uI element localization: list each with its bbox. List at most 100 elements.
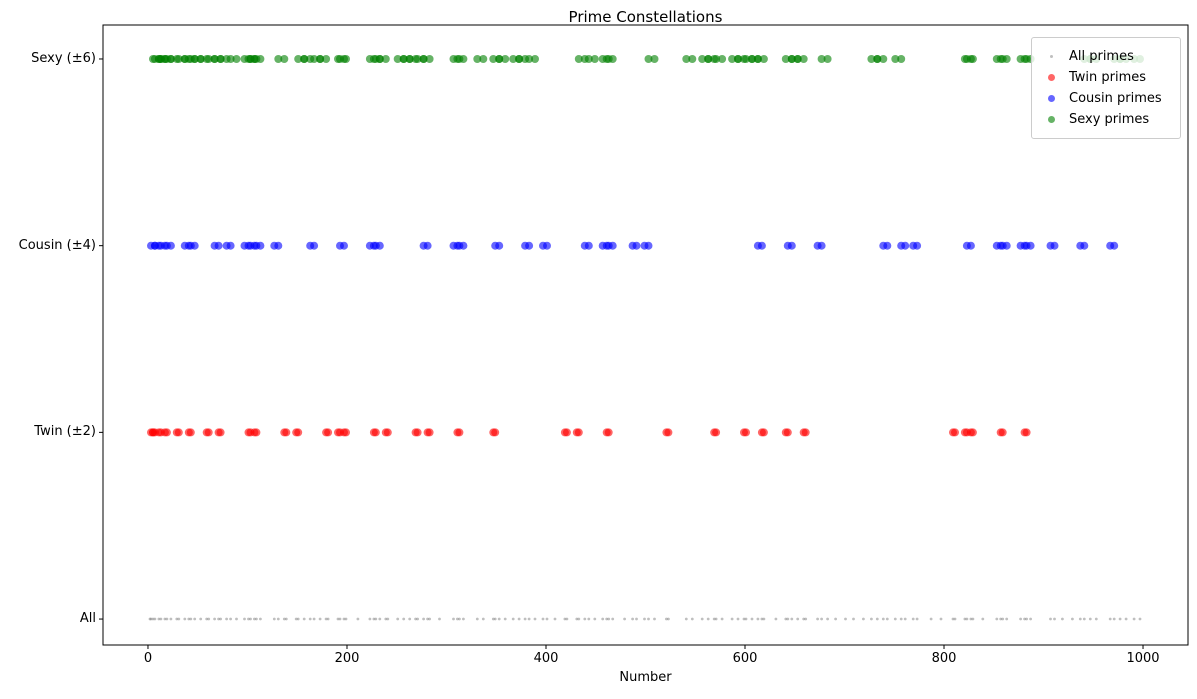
all-primes-dot bbox=[605, 617, 609, 621]
twin-primes-dot bbox=[1022, 428, 1031, 437]
sexy-primes-dot bbox=[501, 55, 510, 63]
all-primes-dot bbox=[750, 617, 754, 621]
all-primes-dot bbox=[1071, 617, 1074, 621]
all-primes-dot bbox=[939, 617, 943, 621]
all-primes-dot bbox=[786, 617, 790, 621]
sexy-primes-dot bbox=[342, 55, 350, 63]
x-axis-label: Number bbox=[619, 670, 672, 685]
twin-primes-dot bbox=[664, 428, 673, 437]
all-primes-dot bbox=[736, 617, 740, 621]
legend-label: Sexy primes bbox=[1069, 112, 1150, 127]
all-primes-dot bbox=[583, 617, 587, 621]
legend-entry: Twin primes bbox=[1040, 67, 1170, 88]
sexy-primes-dot bbox=[256, 55, 265, 63]
all-primes-dot bbox=[852, 617, 855, 621]
sexy-primes-dot bbox=[584, 55, 593, 63]
twin-primes-dot bbox=[455, 428, 464, 437]
all-primes-dot bbox=[730, 617, 734, 621]
cousin-primes-dot bbox=[1080, 241, 1089, 250]
all-primes-dot bbox=[249, 617, 252, 621]
sexy-primes-dot bbox=[608, 55, 617, 63]
sexy-primes-dot bbox=[515, 55, 524, 63]
sexy-primes-dot bbox=[525, 55, 534, 63]
all-primes-dot bbox=[577, 617, 581, 621]
cousin-primes-dot bbox=[901, 241, 910, 250]
twin-primes-dot bbox=[759, 428, 768, 437]
legend-marker-icon bbox=[1048, 74, 1055, 81]
cousin-primes-dot bbox=[310, 241, 319, 250]
all-primes-dot bbox=[235, 617, 238, 621]
twin-primes-dot bbox=[562, 428, 571, 437]
twin-primes-dot bbox=[162, 428, 171, 437]
cousin-primes-dot bbox=[166, 241, 175, 250]
all-primes-dot bbox=[422, 617, 425, 621]
twin-primes-dot bbox=[204, 428, 213, 437]
all-primes-dot bbox=[462, 617, 465, 621]
sexy-primes-dot bbox=[294, 55, 303, 63]
legend-entry: Cousin primes bbox=[1040, 88, 1170, 109]
sexy-primes-dot bbox=[817, 55, 826, 63]
all-primes-dot bbox=[885, 617, 889, 621]
all-primes-dot bbox=[553, 617, 557, 621]
cousin-primes-dot bbox=[817, 241, 826, 250]
all-primes-dot bbox=[804, 617, 808, 621]
cousin-primes-dot bbox=[459, 241, 468, 250]
sexy-primes-dot bbox=[753, 55, 762, 63]
legend-marker-icon bbox=[1048, 116, 1055, 123]
chart-title: Prime Constellations bbox=[568, 8, 723, 26]
all-primes-dot bbox=[284, 617, 288, 621]
all-primes-dot bbox=[742, 617, 746, 621]
legend-entry: All primes bbox=[1040, 46, 1170, 67]
sexy-primes-dot bbox=[375, 55, 384, 63]
cousin-primes-dot bbox=[757, 241, 766, 250]
all-primes-dot bbox=[631, 617, 634, 621]
all-primes-dot bbox=[784, 617, 788, 621]
all-primes-dot bbox=[165, 617, 169, 621]
all-primes-dot bbox=[149, 617, 153, 621]
all-primes-dot bbox=[481, 617, 485, 621]
all-primes-dot bbox=[213, 617, 217, 621]
sexy-primes-dot bbox=[322, 55, 331, 63]
all-primes-dot bbox=[875, 617, 879, 621]
all-primes-dot bbox=[368, 617, 372, 621]
twin-primes-dot bbox=[968, 428, 977, 437]
all-primes-dot bbox=[1061, 617, 1064, 621]
all-primes-dot bbox=[623, 617, 626, 621]
all-primes-dot bbox=[684, 617, 688, 621]
all-primes-dot bbox=[607, 617, 611, 621]
all-primes-dot bbox=[1132, 617, 1136, 621]
sexy-primes-dot bbox=[210, 55, 219, 63]
all-primes-dot bbox=[378, 617, 382, 621]
all-primes-dot bbox=[493, 617, 497, 621]
all-primes-dot bbox=[517, 617, 521, 621]
all-primes-dot bbox=[665, 617, 668, 621]
all-primes-dot bbox=[1118, 617, 1122, 621]
all-primes-dot bbox=[503, 617, 507, 621]
sexy-primes-dot bbox=[280, 55, 289, 63]
sexy-primes-dot bbox=[748, 55, 756, 63]
sexy-primes-dot bbox=[316, 55, 325, 63]
all-primes-dot bbox=[706, 617, 710, 621]
sexy-primes-dot bbox=[204, 55, 213, 63]
all-primes-dot bbox=[338, 617, 342, 621]
cousin-primes-dot bbox=[632, 241, 641, 250]
all-primes-dot bbox=[374, 617, 378, 621]
all-primes-dot bbox=[243, 617, 246, 621]
twin-primes-dot bbox=[371, 428, 380, 437]
cousin-primes-dot bbox=[1050, 241, 1059, 250]
sexy-primes-dot bbox=[698, 55, 707, 63]
sexy-primes-dot bbox=[688, 55, 697, 63]
all-primes-dot bbox=[963, 617, 967, 621]
cousin-primes-dot bbox=[340, 241, 348, 250]
sexy-primes-dot bbox=[250, 55, 259, 63]
sexy-primes-dot bbox=[381, 55, 390, 63]
all-primes-dot bbox=[1108, 617, 1112, 621]
all-primes-dot bbox=[903, 617, 907, 621]
all-primes-dot bbox=[756, 617, 760, 621]
all-primes-dot bbox=[207, 617, 211, 621]
all-primes-dot bbox=[225, 617, 229, 621]
all-primes-dot bbox=[527, 617, 531, 621]
legend: All primes Twin primes Cousin primes Sexy p… bbox=[1031, 37, 1181, 139]
all-primes-dot bbox=[643, 617, 646, 621]
